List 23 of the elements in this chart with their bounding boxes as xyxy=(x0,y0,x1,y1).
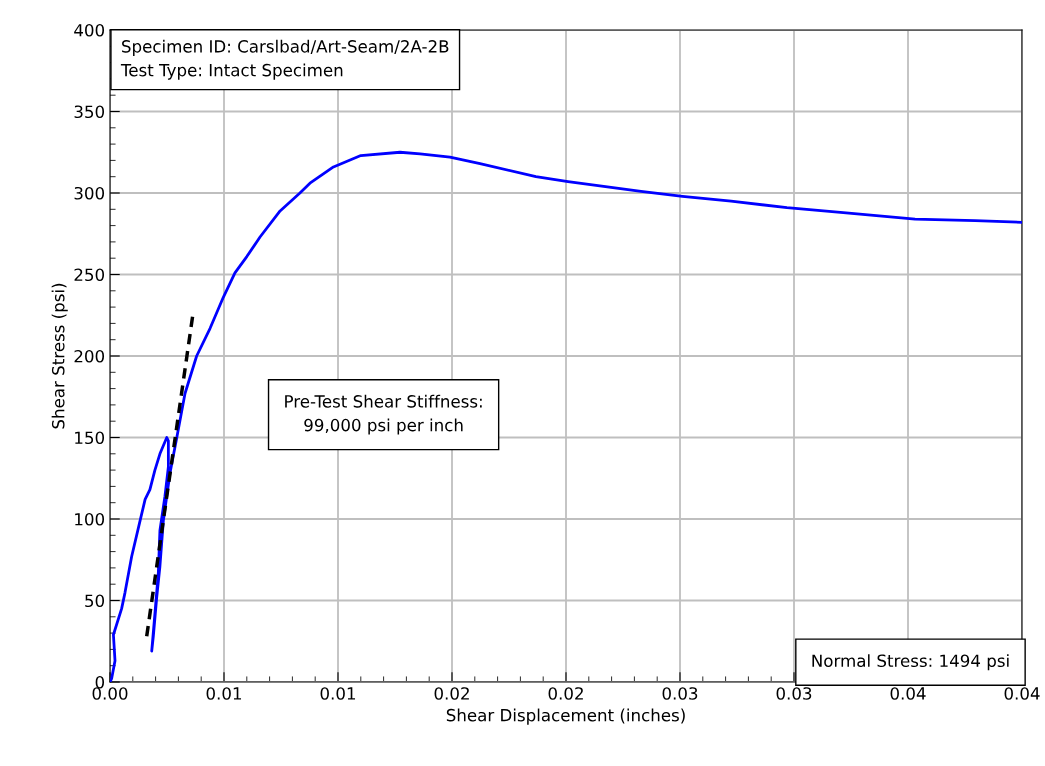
x-tick-label: 0.04 xyxy=(1004,687,1040,700)
y-tick-label: 300 xyxy=(74,186,105,200)
y-tick-label: 150 xyxy=(75,431,105,445)
y-tick-label: 0 xyxy=(95,675,105,689)
y-tick-label: 350 xyxy=(74,105,105,119)
x-tick-label: 0.00 xyxy=(92,687,128,700)
x-tick-label: 0.01 xyxy=(206,687,242,700)
y-axis-title: Shear Stress (psi) xyxy=(51,283,68,429)
annotation: Specimen ID: Carslbad/Art-Seam/2A-2B Test Type: Intact Specimen xyxy=(120,39,449,80)
x-tick-label: 0.01 xyxy=(320,687,356,700)
x-tick-label: 0.02 xyxy=(548,687,583,700)
x-tick-label: 0.04 xyxy=(890,687,926,700)
y-tick-label: 50 xyxy=(85,594,105,608)
annotation: Normal Stress: 1494 psi xyxy=(812,654,1009,671)
y-tick-label: 250 xyxy=(74,268,105,282)
x-axis-title: Shear Displacement (inches) xyxy=(446,708,685,725)
y-tick-label: 400 xyxy=(74,23,105,37)
x-tick-label: 0.02 xyxy=(434,687,469,700)
y-tick-label: 200 xyxy=(74,349,105,363)
x-tick-label: 0.03 xyxy=(776,687,812,700)
x-tick-label: 0.03 xyxy=(662,687,698,700)
y-tick-label: 100 xyxy=(75,512,105,526)
annotation: Pre-Test Shear Stiffness: 99,000 psi per inch xyxy=(285,394,482,435)
